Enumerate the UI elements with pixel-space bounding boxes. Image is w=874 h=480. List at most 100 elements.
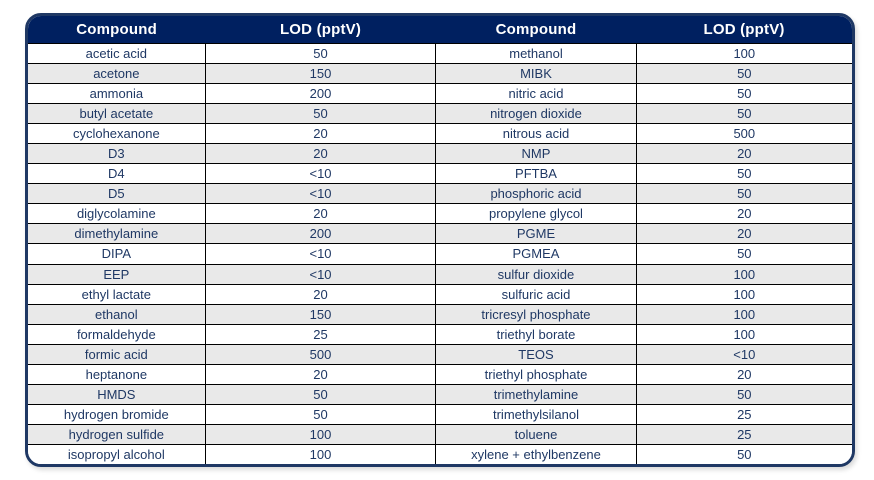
header-lod-right: LOD (pptV) <box>636 16 852 44</box>
table-row: formaldehyde 25 triethyl borate 100 <box>28 323 852 345</box>
lod-value-cell: <10 <box>635 343 852 365</box>
compound-cell: nitrogen dioxide <box>435 103 637 125</box>
table-row: butyl acetate 50 nitrogen dioxide 50 <box>28 103 852 125</box>
table-row: DIPA <10 PGMEA 50 <box>28 243 852 265</box>
compound-cell: ethyl lactate <box>28 283 206 305</box>
compound-cell: formic acid <box>28 343 206 365</box>
compound-cell: triethyl borate <box>435 323 637 345</box>
lod-value-cell: <10 <box>204 183 437 205</box>
lod-value-cell: 150 <box>204 303 437 325</box>
compound-cell: D4 <box>28 163 206 185</box>
header-lod-left: LOD (pptV) <box>205 16 436 44</box>
compound-cell: NMP <box>435 143 637 165</box>
lod-value-cell: 100 <box>635 303 852 325</box>
compound-cell: sulfuric acid <box>435 283 637 305</box>
table-row: HMDS 50 trimethylamine 50 <box>28 383 852 405</box>
table-row: isopropyl alcohol 100 xylene + ethylbenzen… <box>28 443 852 464</box>
table-row: D4 <10 PFTBA 50 <box>28 163 852 185</box>
compound-cell: sulfur dioxide <box>435 263 637 285</box>
compound-cell: PGMEA <box>435 243 637 265</box>
lod-value-cell: 500 <box>204 343 437 365</box>
table-row: ethanol 150 tricresyl phosphate 100 <box>28 303 852 325</box>
lod-value-cell: 50 <box>204 103 437 125</box>
lod-value-cell: <10 <box>204 163 437 185</box>
compound-cell: triethyl phosphate <box>435 363 637 385</box>
lod-value-cell: <10 <box>204 263 437 285</box>
compound-cell: butyl acetate <box>28 103 206 125</box>
compound-cell: trimethylamine <box>435 383 637 405</box>
lod-value-cell: 25 <box>635 403 852 425</box>
lod-value-cell: 25 <box>204 323 437 345</box>
lod-value-cell: 50 <box>204 42 437 65</box>
lod-value-cell: 20 <box>635 203 852 225</box>
table-row: cyclohexanone 20 nitrous acid 500 <box>28 123 852 145</box>
compound-cell: hydrogen bromide <box>28 403 206 425</box>
table-row: acetone 150 MIBK 50 <box>28 63 852 85</box>
header-compound-left: Compound <box>28 16 206 44</box>
lod-value-cell: 20 <box>204 363 437 385</box>
lod-value-cell: 100 <box>635 283 852 305</box>
compound-cell: PFTBA <box>435 163 637 185</box>
compound-cell: xylene + ethylbenzene <box>435 443 637 464</box>
lod-table-container: Compound LOD (pptV) Compound LOD (pptV) … <box>25 13 855 467</box>
lod-value-cell: 150 <box>204 63 437 85</box>
table-row: D5 <10 phosphoric acid 50 <box>28 183 852 205</box>
lod-value-cell: 50 <box>635 183 852 205</box>
compound-cell: acetone <box>28 63 206 85</box>
lod-value-cell: 100 <box>204 443 437 464</box>
table-row: hydrogen bromide 50 trimethylsilanol 25 <box>28 403 852 425</box>
table-row: diglycolamine 20 propylene glycol 20 <box>28 203 852 225</box>
lod-value-cell: 20 <box>204 283 437 305</box>
compound-cell: PGME <box>435 223 637 245</box>
lod-value-cell: 20 <box>635 143 852 165</box>
table-row: heptanone 20 triethyl phosphate 20 <box>28 363 852 385</box>
lod-value-cell: 50 <box>204 403 437 425</box>
compound-cell: isopropyl alcohol <box>28 443 206 464</box>
lod-value-cell: 50 <box>635 63 852 85</box>
lod-table: Compound LOD (pptV) Compound LOD (pptV) … <box>28 16 852 464</box>
compound-cell: formaldehyde <box>28 323 206 345</box>
lod-value-cell: 100 <box>635 42 852 65</box>
lod-value-cell: 25 <box>635 423 852 445</box>
compound-cell: heptanone <box>28 363 206 385</box>
table-row: formic acid 500 TEOS <10 <box>28 343 852 365</box>
lod-value-cell: 50 <box>635 163 852 185</box>
compound-cell: EEP <box>28 263 206 285</box>
compound-cell: nitrous acid <box>435 123 637 145</box>
compound-cell: ethanol <box>28 303 206 325</box>
compound-cell: nitric acid <box>435 83 637 105</box>
compound-cell: methanol <box>435 42 637 65</box>
lod-value-cell: 100 <box>635 263 852 285</box>
table-row: hydrogen sulfide 100 toluene 25 <box>28 423 852 445</box>
lod-value-cell: 20 <box>204 123 437 145</box>
compound-cell: trimethylsilanol <box>435 403 637 425</box>
lod-value-cell: 20 <box>635 363 852 385</box>
table-row: D3 20 NMP 20 <box>28 143 852 165</box>
lod-value-cell: 50 <box>635 83 852 105</box>
compound-cell: tricresyl phosphate <box>435 303 637 325</box>
compound-cell: propylene glycol <box>435 203 637 225</box>
lod-value-cell: 50 <box>204 383 437 405</box>
lod-value-cell: 50 <box>635 443 852 464</box>
compound-cell: HMDS <box>28 383 206 405</box>
compound-cell: cyclohexanone <box>28 123 206 145</box>
compound-cell: D3 <box>28 143 206 165</box>
header-row: Compound LOD (pptV) Compound LOD (pptV) <box>28 16 852 44</box>
lod-value-cell: 100 <box>635 323 852 345</box>
compound-cell: MIBK <box>435 63 637 85</box>
table-row: EEP <10 sulfur dioxide 100 <box>28 263 852 285</box>
lod-value-cell: 20 <box>635 223 852 245</box>
compound-cell: phosphoric acid <box>435 183 637 205</box>
compound-cell: DIPA <box>28 243 206 265</box>
compound-cell: D5 <box>28 183 206 205</box>
table-row: acetic acid 50 methanol 100 <box>28 42 852 65</box>
compound-cell: ammonia <box>28 83 206 105</box>
lod-value-cell: 200 <box>204 223 437 245</box>
compound-cell: toluene <box>435 423 637 445</box>
table-row: dimethylamine 200 PGME 20 <box>28 223 852 245</box>
header-compound-right: Compound <box>435 16 637 44</box>
lod-value-cell: 100 <box>204 423 437 445</box>
lod-value-cell: <10 <box>204 243 437 265</box>
lod-value-cell: 20 <box>204 143 437 165</box>
lod-value-cell: 50 <box>635 243 852 265</box>
